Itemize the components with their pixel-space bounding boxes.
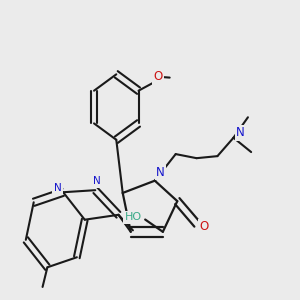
Text: HO: HO (124, 212, 142, 223)
Text: O: O (154, 70, 163, 83)
Text: N: N (156, 166, 165, 179)
Text: O: O (199, 220, 208, 233)
Text: N: N (236, 126, 245, 139)
Text: N: N (53, 183, 61, 193)
Text: N: N (93, 176, 101, 186)
